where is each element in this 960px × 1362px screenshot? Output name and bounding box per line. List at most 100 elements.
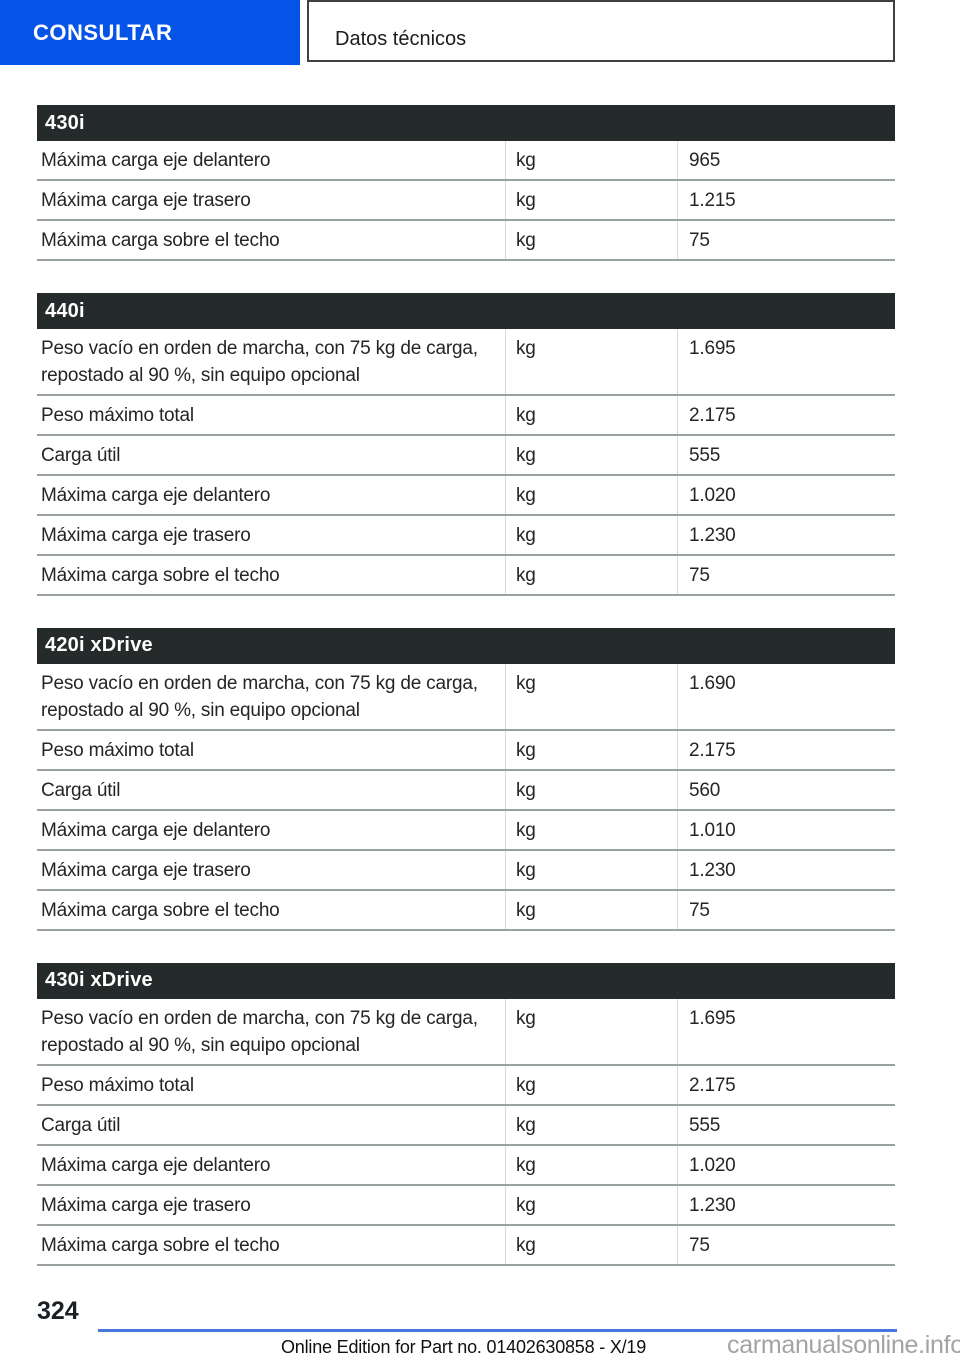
watermark-text: carmanualsonline.info bbox=[727, 1331, 960, 1359]
table-title: 440i bbox=[37, 293, 895, 329]
table-title: 430i bbox=[37, 105, 895, 141]
row-label: Peso máximo total bbox=[41, 739, 194, 761]
row-value: 2.175 bbox=[677, 730, 895, 769]
table-title: 420i xDrive bbox=[37, 627, 895, 664]
row-unit: kg bbox=[505, 730, 677, 769]
row-unit: kg bbox=[505, 181, 677, 219]
row-label: Carga útil bbox=[41, 1114, 121, 1136]
row-value: 1.215 bbox=[677, 181, 895, 219]
row-value: 2.175 bbox=[677, 395, 895, 434]
row-unit: kg bbox=[505, 850, 677, 889]
row-label: Máxima carga sobre el techo bbox=[41, 564, 280, 586]
row-unit: kg bbox=[505, 663, 677, 729]
row-label: Peso vacío en orden de marcha, con 75 kg… bbox=[41, 338, 478, 386]
row-value: 75 bbox=[677, 1225, 895, 1264]
table-row: Carga útil kg 555 bbox=[37, 435, 895, 476]
table-row: Peso vacío en orden de marcha, con 75 kg… bbox=[37, 998, 895, 1066]
row-value: 75 bbox=[677, 555, 895, 594]
table-row: Peso máximo total kg 2.175 bbox=[37, 730, 895, 771]
row-label: Máxima carga eje trasero bbox=[41, 524, 251, 546]
consultar-tab[interactable]: CONSULTAR bbox=[0, 0, 300, 65]
row-unit: kg bbox=[505, 1225, 677, 1264]
table-row: Máxima carga sobre el techo kg 75 bbox=[37, 555, 895, 596]
row-label: Máxima carga sobre el techo bbox=[41, 1234, 280, 1256]
row-value: 555 bbox=[677, 1105, 895, 1144]
row-unit: kg bbox=[505, 555, 677, 594]
table-row: Máxima carga eje trasero kg 1.230 bbox=[37, 850, 895, 891]
table-row: Carga útil kg 560 bbox=[37, 770, 895, 811]
row-unit: kg bbox=[505, 329, 677, 394]
row-unit: kg bbox=[505, 1185, 677, 1224]
row-value: 1.695 bbox=[677, 998, 895, 1064]
table-row: Peso vacío en orden de marcha, con 75 kg… bbox=[37, 329, 895, 396]
row-value: 1.690 bbox=[677, 663, 895, 729]
row-value: 2.175 bbox=[677, 1065, 895, 1104]
row-unit: kg bbox=[505, 998, 677, 1064]
row-value: 1.020 bbox=[677, 1145, 895, 1184]
row-value: 1.230 bbox=[677, 850, 895, 889]
row-label: Peso vacío en orden de marcha, con 75 kg… bbox=[41, 672, 478, 721]
page-number: 324 bbox=[37, 1297, 79, 1325]
table-row: Máxima carga eje trasero kg 1.215 bbox=[37, 181, 895, 221]
row-label: Máxima carga eje trasero bbox=[41, 859, 251, 881]
table-row: Máxima carga eje trasero kg 1.230 bbox=[37, 1185, 895, 1226]
row-label: Máxima carga sobre el techo bbox=[41, 899, 280, 921]
row-value: 1.020 bbox=[677, 475, 895, 514]
page-title: Datos técnicos bbox=[335, 28, 467, 50]
row-label: Peso máximo total bbox=[41, 404, 194, 426]
row-unit: kg bbox=[505, 1065, 677, 1104]
row-value: 1.230 bbox=[677, 515, 895, 554]
row-value: 1.230 bbox=[677, 1185, 895, 1224]
row-label: Máxima carga eje trasero bbox=[41, 190, 251, 211]
footer-rule bbox=[98, 1329, 897, 1332]
row-label: Peso máximo total bbox=[41, 1074, 194, 1096]
row-unit: kg bbox=[505, 435, 677, 474]
table-row: Carga útil kg 555 bbox=[37, 1105, 895, 1146]
row-label: Máxima carga eje delantero bbox=[41, 484, 271, 506]
row-value: 75 bbox=[677, 221, 895, 259]
row-label: Carga útil bbox=[41, 444, 121, 466]
row-unit: kg bbox=[505, 475, 677, 514]
spec-table: 440i Peso vacío en orden de marcha, con 7… bbox=[37, 293, 895, 596]
table-row: Máxima carga eje trasero kg 1.230 bbox=[37, 515, 895, 556]
row-unit: kg bbox=[505, 141, 677, 179]
row-value: 75 bbox=[677, 890, 895, 929]
row-value: 965 bbox=[677, 141, 895, 179]
row-unit: kg bbox=[505, 221, 677, 259]
table-row: Máxima carga eje delantero kg 965 bbox=[37, 141, 895, 181]
row-label: Máxima carga eje delantero bbox=[41, 150, 271, 171]
row-label: Máxima carga eje trasero bbox=[41, 1194, 251, 1216]
section-title-box: Datos técnicos bbox=[307, 0, 895, 62]
row-label: Peso vacío en orden de marcha, con 75 kg… bbox=[41, 1007, 478, 1056]
row-unit: kg bbox=[505, 890, 677, 929]
table-row: Peso máximo total kg 2.175 bbox=[37, 1065, 895, 1106]
spec-table: 420i xDrive Peso vacío en orden de marcha… bbox=[37, 627, 895, 931]
row-label: Máxima carga eje delantero bbox=[41, 819, 271, 841]
table-row: Máxima carga sobre el techo kg 75 bbox=[37, 1225, 895, 1266]
row-value: 560 bbox=[677, 770, 895, 809]
table-row: Máxima carga eje delantero kg 1.010 bbox=[37, 810, 895, 851]
row-unit: kg bbox=[505, 1145, 677, 1184]
row-label: Carga útil bbox=[41, 779, 121, 801]
row-unit: kg bbox=[505, 770, 677, 809]
spec-table: 430i xDrive Peso vacío en orden de marcha… bbox=[37, 962, 895, 1266]
table-row: Máxima carga sobre el techo kg 75 bbox=[37, 890, 895, 931]
row-unit: kg bbox=[505, 810, 677, 849]
table-row: Máxima carga eje delantero kg 1.020 bbox=[37, 1145, 895, 1186]
spec-table: 430i Máxima carga eje delantero kg 965 Máxim… bbox=[37, 105, 895, 261]
row-value: 1.010 bbox=[677, 810, 895, 849]
row-value: 555 bbox=[677, 435, 895, 474]
row-unit: kg bbox=[505, 515, 677, 554]
table-row: Máxima carga sobre el techo kg 75 bbox=[37, 221, 895, 261]
row-unit: kg bbox=[505, 395, 677, 434]
table-row: Peso vacío en orden de marcha, con 75 kg… bbox=[37, 663, 895, 731]
row-label: Máxima carga sobre el techo bbox=[41, 230, 280, 251]
row-unit: kg bbox=[505, 1105, 677, 1144]
row-value: 1.695 bbox=[677, 329, 895, 394]
tables-container: 430i Máxima carga eje delantero kg 965 Máxim… bbox=[37, 105, 895, 1298]
row-label: Máxima carga eje delantero bbox=[41, 1154, 271, 1176]
table-row: Máxima carga eje delantero kg 1.020 bbox=[37, 475, 895, 516]
table-row: Peso máximo total kg 2.175 bbox=[37, 395, 895, 436]
edition-note: Online Edition for Part no. 01402630858 … bbox=[281, 1337, 647, 1357]
